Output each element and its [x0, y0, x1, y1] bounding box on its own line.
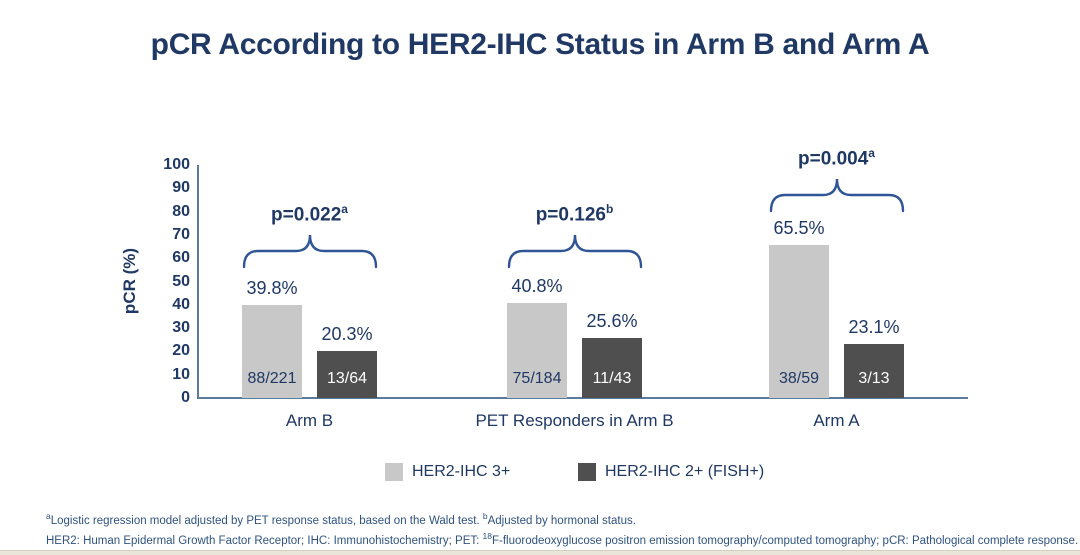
- legend-item-her2-ihc-2plus: HER2-IHC 2+ (FISH+): [578, 462, 764, 482]
- bar-ihc2-2: [582, 338, 642, 398]
- brace-icon-3: [769, 178, 905, 213]
- category-label-3: Arm A: [813, 411, 860, 430]
- footnote-abbreviations: HER2: Human Epidermal Growth Factor Rece…: [46, 531, 1078, 547]
- footnote-text-2: Adjusted by hormonal status.: [487, 514, 636, 527]
- p-value-sup: a: [868, 146, 875, 160]
- p-value-sup: a: [341, 202, 348, 216]
- legend-swatch-dark-icon: [578, 463, 596, 481]
- chart-title: pCR According to HER2-IHC Status in Arm …: [150, 28, 930, 61]
- p-value-text: p=0.004: [798, 148, 869, 170]
- y-tick-20: 20: [172, 342, 190, 360]
- x-axis-line: [197, 397, 968, 399]
- p-value-2: p=0.126b: [490, 202, 660, 226]
- category-label-2: PET Responders in Arm B: [475, 411, 674, 430]
- y-tick-10: 10: [172, 365, 190, 383]
- p-value-1: p=0.022a: [225, 202, 395, 226]
- legend-label-her2-ihc-3plus: HER2-IHC 3+: [412, 463, 511, 480]
- y-tick-50: 50: [172, 272, 190, 290]
- abbrev-sup-18: 18: [482, 531, 492, 541]
- p-value-sup: b: [605, 202, 614, 216]
- y-tick-40: 40: [172, 295, 190, 313]
- y-tick-80: 80: [172, 202, 190, 220]
- count-label-ihc3-2: 75/184: [512, 370, 562, 387]
- p-value-text: p=0.126: [535, 204, 606, 226]
- p-value-3: p=0.004a: [752, 146, 922, 170]
- legend-item-her2-ihc-3plus: HER2-IHC 3+: [385, 462, 510, 482]
- legend-swatch-light-icon: [385, 463, 403, 481]
- bar-ihc2-1: [317, 351, 377, 398]
- brace-icon-2: [507, 234, 643, 269]
- bar-ihc3-3: [769, 245, 829, 398]
- window-bottom-edge: [0, 550, 1080, 555]
- count-label-ihc3-1: 88/221: [247, 370, 297, 387]
- abbrev-text-1: HER2: Human Epidermal Growth Factor Rece…: [46, 534, 483, 547]
- value-label-ihc2-1: 20.3%: [321, 324, 373, 344]
- bar-ihc3-2: [507, 303, 567, 398]
- y-axis-line: [197, 165, 199, 399]
- y-tick-90: 90: [172, 179, 190, 197]
- legend-label-her2-ihc-2plus: HER2-IHC 2+ (FISH+): [605, 463, 765, 480]
- brace-icon-1: [242, 234, 378, 269]
- value-label-ihc3-2: 40.8%: [511, 276, 563, 296]
- count-label-ihc2-1: 13/64: [326, 370, 368, 387]
- category-label-1: Arm B: [285, 411, 334, 430]
- value-label-ihc3-3: 65.5%: [773, 218, 825, 238]
- footnote-text-1: Logistic regression model adjusted by PE…: [50, 514, 483, 527]
- count-label-ihc3-3: 38/59: [778, 370, 820, 387]
- y-tick-0: 0: [181, 389, 190, 406]
- bar-ihc3-1: [242, 305, 302, 398]
- count-label-ihc2-3: 3/13: [858, 370, 890, 387]
- count-label-ihc2-2: 11/43: [592, 370, 632, 387]
- y-tick-100: 100: [163, 156, 190, 173]
- bar-ihc2-3: [844, 344, 904, 398]
- abbrev-text-2: F-fluorodeoxyglucose positron emission t…: [491, 534, 1079, 547]
- value-label-ihc3-1: 39.8%: [246, 278, 298, 298]
- footnote-statistics: aLogistic regression model adjusted by P…: [46, 511, 636, 527]
- y-tick-30: 30: [172, 319, 190, 337]
- y-axis-title: pCR (%): [120, 247, 139, 315]
- footnote-sup-a: a: [46, 511, 51, 521]
- p-value-text: p=0.022: [271, 204, 342, 226]
- value-label-ihc2-2: 25.6%: [586, 311, 638, 331]
- footnote-sup-b: b: [482, 511, 488, 521]
- value-label-ihc2-3: 23.1%: [848, 317, 900, 337]
- y-tick-70: 70: [172, 225, 190, 243]
- y-tick-60: 60: [172, 249, 190, 267]
